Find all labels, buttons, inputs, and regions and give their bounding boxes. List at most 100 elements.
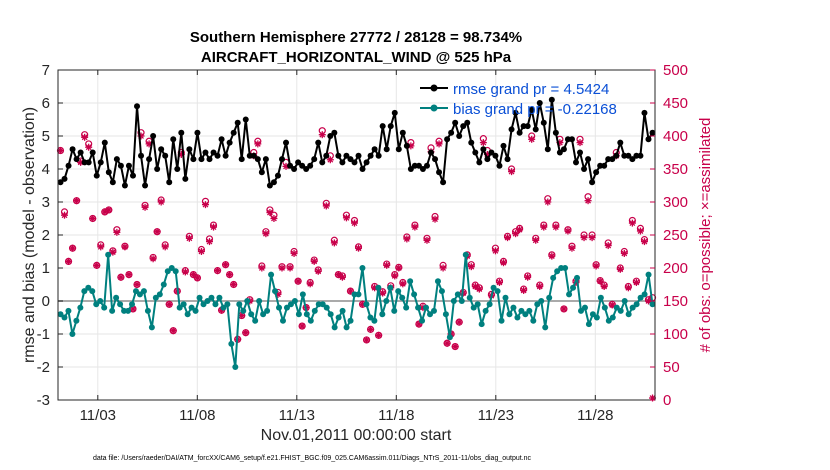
bias-point	[156, 291, 163, 298]
bias-point	[486, 301, 493, 308]
obs-assimilated-point	[290, 249, 298, 257]
obs-assimilated-point	[499, 259, 507, 267]
bias-point	[125, 307, 132, 314]
bias-point	[597, 294, 604, 301]
bias-point	[522, 311, 529, 318]
asterisk-stroke	[569, 245, 575, 252]
asterisk-stroke	[93, 262, 100, 269]
rmse-point	[528, 106, 535, 113]
rmse-point	[138, 152, 145, 159]
bias-point	[423, 304, 430, 311]
bias-point	[383, 298, 390, 304]
bias-point	[593, 314, 600, 321]
asterisk-stroke	[146, 141, 152, 147]
obs-assimilated-point	[548, 252, 556, 260]
asterisk-stroke	[492, 247, 499, 254]
bias-point	[470, 304, 477, 311]
rmse-point	[89, 149, 96, 156]
obs-assimilated-point	[169, 327, 177, 335]
obs-assimilated-point	[528, 135, 536, 143]
bias-point	[256, 298, 263, 304]
obs-assimilated-point	[65, 257, 73, 265]
bias-point	[85, 284, 92, 291]
rmse-point	[250, 152, 257, 159]
bias-point	[295, 311, 302, 318]
x-tick-label: 11/18	[378, 407, 414, 424]
rmse-point	[367, 152, 374, 159]
obs-assimilated-point	[616, 265, 624, 273]
asterisk-stroke	[226, 271, 233, 278]
rmse-point	[125, 162, 132, 169]
bias-point	[69, 331, 76, 337]
bias-point	[299, 291, 306, 298]
rmse-point	[222, 152, 229, 159]
bias-point	[136, 291, 143, 298]
bias-point	[466, 294, 473, 301]
asterisk-stroke	[581, 234, 587, 241]
bias-point	[272, 288, 279, 295]
asterisk-stroke	[367, 326, 374, 333]
obs-assimilated-point	[149, 255, 157, 263]
asterisk-stroke	[391, 273, 398, 279]
bias-point	[458, 298, 465, 304]
obs-assimilated-point	[201, 201, 209, 209]
bias-point	[450, 298, 457, 304]
bias-point	[482, 307, 489, 314]
obs-assimilated-point	[93, 261, 101, 269]
bias-point	[327, 311, 334, 318]
obs-assimilated-point	[105, 206, 113, 214]
rmse-point	[270, 179, 277, 186]
data-marks	[56, 96, 657, 402]
rmse-point	[190, 156, 197, 163]
bias-point	[160, 281, 167, 288]
rmse-point	[134, 103, 141, 110]
rmse-point	[629, 156, 636, 163]
rmse-point	[150, 133, 157, 139]
obs-assimilated-point	[113, 228, 121, 236]
rmse-point	[452, 119, 459, 126]
obs-assimilated-point	[624, 284, 632, 292]
rmse-point	[548, 96, 555, 103]
asterisk-stroke	[375, 332, 382, 339]
bias-point	[248, 311, 255, 318]
obs-assimilated-point	[242, 329, 250, 337]
asterisk-stroke	[625, 284, 632, 291]
asterisk-stroke	[210, 224, 217, 230]
rmse-line	[59, 98, 654, 187]
obs-assimilated-point	[435, 140, 443, 148]
asterisk-stroke	[130, 306, 136, 312]
bias-point	[264, 307, 271, 314]
obs-assimilated-point	[479, 139, 487, 147]
asterisk-stroke	[117, 274, 124, 281]
asterisk-stroke	[122, 243, 128, 250]
rmse-point	[625, 152, 632, 159]
obs-assimilated-point	[97, 243, 105, 251]
asterisk-stroke	[254, 141, 261, 147]
rmse-point	[375, 152, 382, 159]
bias-point	[502, 294, 509, 301]
asterisk-stroke	[544, 199, 551, 205]
asterisk-stroke	[536, 283, 543, 290]
rmse-point	[174, 166, 181, 172]
rmse-point	[403, 142, 410, 149]
bias-point	[319, 301, 326, 308]
obs-assimilated-point	[504, 234, 512, 242]
bias-point	[89, 288, 96, 295]
rmse-point	[283, 139, 290, 146]
obs-assimilated-point	[181, 268, 189, 276]
rmse-point	[69, 146, 76, 153]
asterisk-stroke	[637, 228, 644, 234]
asterisk-stroke	[97, 243, 104, 250]
rmse-point	[146, 156, 153, 163]
obs-assimilated-point	[266, 209, 274, 217]
asterisk-stroke	[105, 207, 112, 213]
rmse-point	[432, 156, 439, 163]
y2-axis-label: # of obs: o=possible; ×=assimilated	[697, 118, 714, 353]
asterisk-stroke	[411, 224, 418, 230]
rmse-point	[339, 159, 346, 166]
rmse-point	[500, 142, 507, 149]
rmse-point	[472, 149, 479, 156]
rmse-point	[568, 136, 575, 143]
asterisk-stroke	[109, 249, 116, 256]
asterisk-stroke	[113, 229, 120, 236]
